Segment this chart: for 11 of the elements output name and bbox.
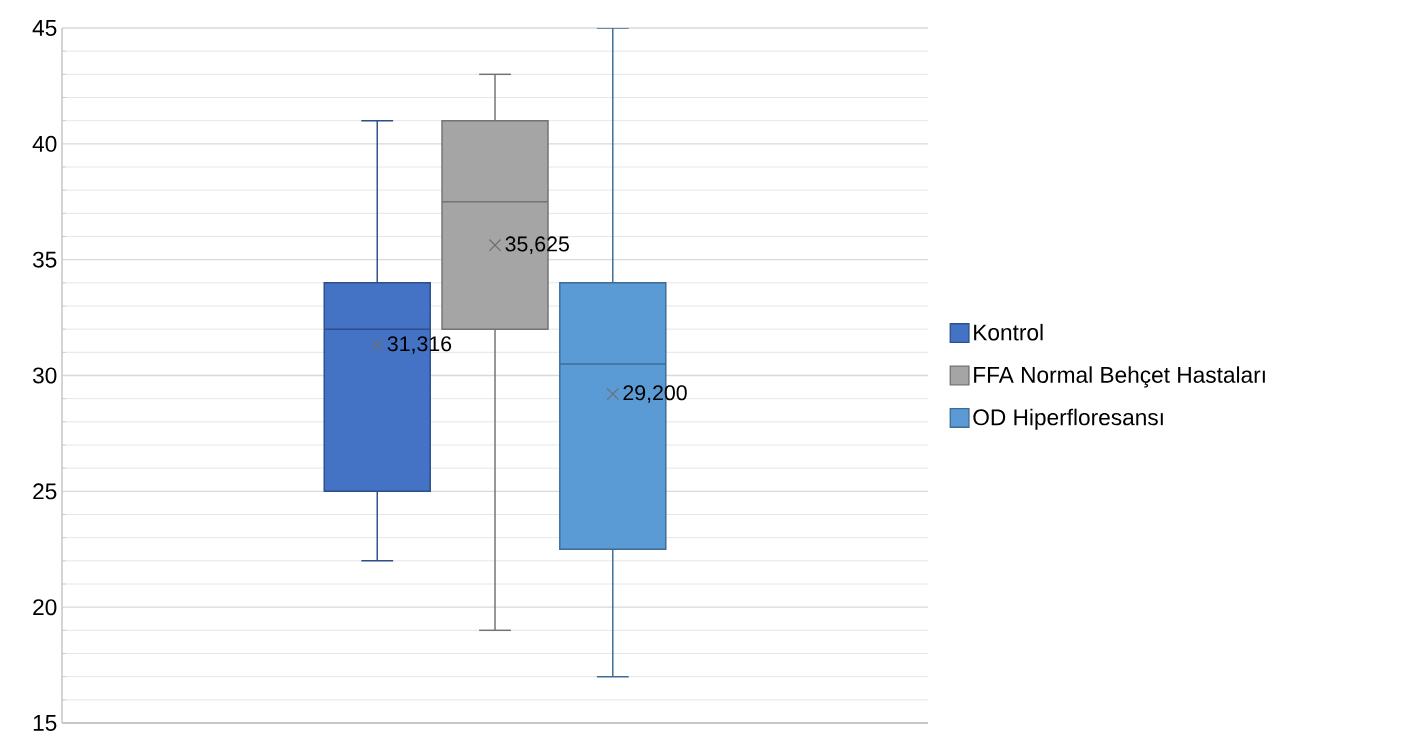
annotation: 35,625 [505, 236, 569, 254]
legend-label: Kontrol [974, 323, 1043, 341]
legend-label: FFA Normal Behçet Hastaları [974, 366, 1265, 388]
y-tick-label: 40 [32, 135, 57, 152]
y-tick-label: 15 [33, 715, 57, 731]
legend-label: OD Hiperfloresansı [973, 408, 1163, 430]
y-tick-label: 30 [32, 367, 57, 384]
y-tick-label: 45 [32, 20, 57, 36]
y-tick-label: 35 [32, 251, 57, 268]
y-tick-label: 20 [33, 599, 57, 616]
y-tick-label: 25 [33, 483, 57, 500]
